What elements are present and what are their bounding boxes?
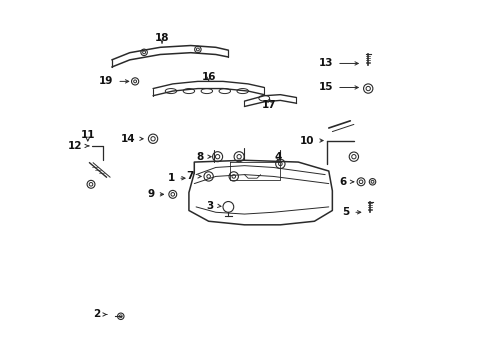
Text: 11: 11: [81, 130, 95, 140]
Text: 13: 13: [318, 58, 333, 68]
Text: 1: 1: [167, 173, 174, 183]
Text: 6: 6: [339, 177, 346, 187]
Text: 17: 17: [262, 100, 276, 110]
Text: 18: 18: [155, 33, 169, 43]
Text: 4: 4: [274, 152, 282, 162]
Text: 10: 10: [299, 136, 314, 145]
Text: 3: 3: [206, 201, 214, 211]
Text: 12: 12: [68, 141, 82, 151]
Text: 15: 15: [318, 82, 333, 93]
Text: 8: 8: [196, 152, 203, 162]
Text: 5: 5: [342, 207, 349, 217]
Text: 9: 9: [147, 189, 154, 199]
Text: 14: 14: [120, 134, 135, 144]
Text: 19: 19: [99, 76, 113, 86]
Text: 7: 7: [186, 171, 193, 181]
Text: 2: 2: [93, 310, 100, 319]
Text: 16: 16: [201, 72, 215, 82]
